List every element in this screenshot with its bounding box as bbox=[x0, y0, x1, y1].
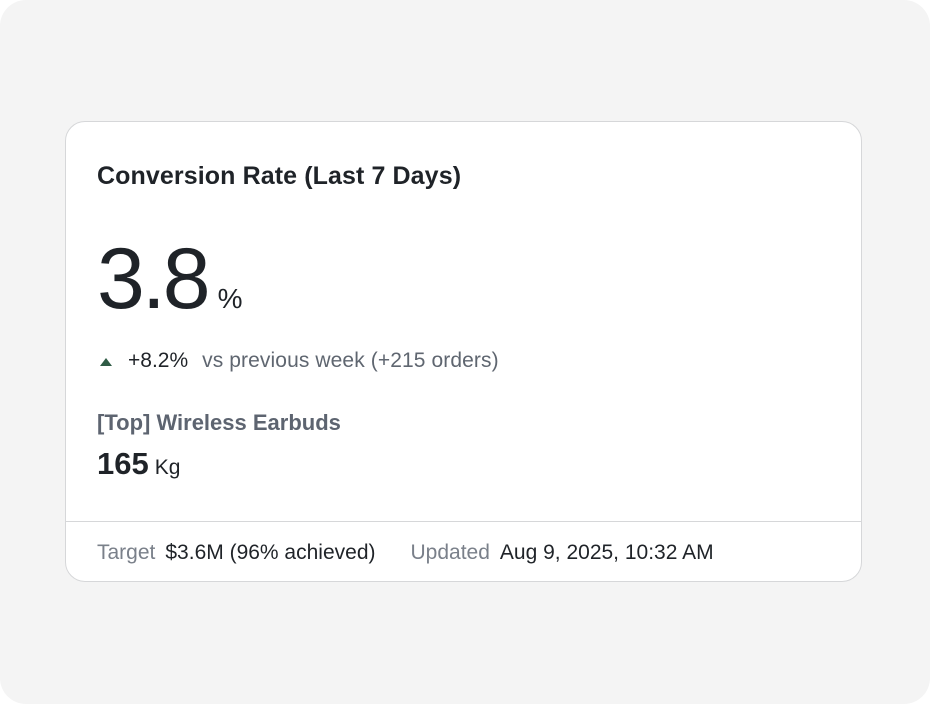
kpi-card: Conversion Rate (Last 7 Days) 3.8% +8.2%… bbox=[65, 121, 862, 582]
metric-unit: % bbox=[217, 283, 243, 314]
updated-label: Updated bbox=[410, 540, 490, 564]
top-item-unit: Kg bbox=[154, 456, 181, 479]
card-title: Conversion Rate (Last 7 Days) bbox=[97, 162, 462, 190]
card-footer: Target $3.6M (96% achieved) Updated Aug … bbox=[66, 521, 861, 581]
top-item-quantity: 165 Kg bbox=[97, 446, 180, 482]
delta-value: +8.2% bbox=[128, 349, 189, 372]
delta-note: vs previous week (+215 orders) bbox=[202, 349, 499, 372]
metric-value: 3.8 bbox=[97, 231, 211, 327]
triangle-up-icon bbox=[100, 358, 112, 366]
updated-value: Aug 9, 2025, 10:32 AM bbox=[499, 540, 714, 564]
target-value: $3.6M (96% achieved) bbox=[165, 540, 376, 564]
delta-row: +8.2% vs previous week (+215 orders) bbox=[100, 347, 499, 375]
metric: 3.8% bbox=[97, 234, 242, 324]
top-item-label: [Top] Wireless Earbuds bbox=[97, 410, 341, 435]
top-item-value: 165 bbox=[97, 446, 149, 481]
target-label: Target bbox=[97, 540, 156, 564]
